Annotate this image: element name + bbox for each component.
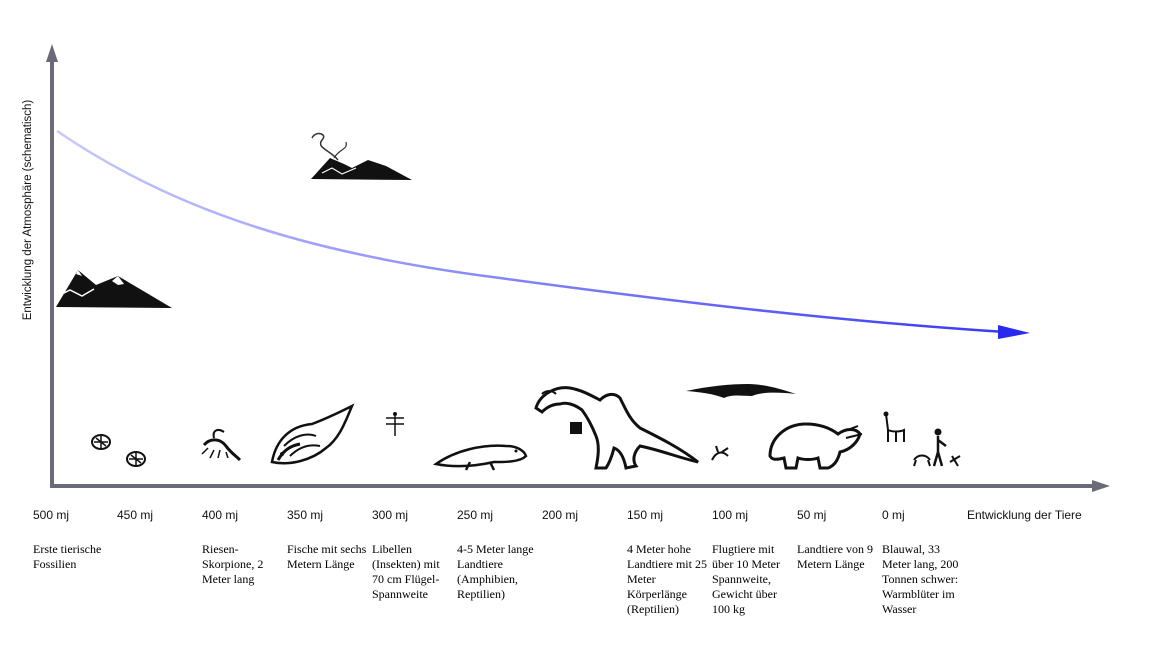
- tick-300: 300 mj: [372, 508, 409, 522]
- dragonfly-icon: [386, 412, 404, 436]
- desc-50: Landtiere von 9 Metern Länge: [797, 542, 873, 571]
- atmosphere-curve: [56, 129, 1030, 339]
- tick-250: 250 mj: [457, 508, 494, 522]
- llama-icon: [883, 411, 905, 442]
- tick-0: 0 mj: [882, 508, 905, 522]
- desc-350: Fische mit sechs Metern Länge: [287, 542, 367, 571]
- mountains-icon: [56, 270, 172, 308]
- small-reptile-icon: [711, 445, 729, 461]
- y-axis-label-text: Entwicklung der Atmosphäre (schematisch): [22, 99, 34, 321]
- dinosaur-icon: [534, 386, 699, 470]
- triceratops-icon: [768, 422, 863, 470]
- scorpion-icon: [201, 429, 242, 462]
- x-axis-label: Entwicklung der Tiere: [967, 508, 1082, 522]
- tick-50: 50 mj: [797, 508, 827, 522]
- tick-100: 100 mj: [712, 508, 749, 522]
- desc-500: Erste tierische Fossilien: [33, 542, 102, 571]
- curve-arrowhead-icon: [998, 325, 1030, 339]
- fish-icon: [270, 403, 355, 465]
- desc-150: 4 Meter hohe Landtiere mit 25 Meter Körp…: [627, 542, 707, 616]
- x-axis: [50, 480, 1110, 492]
- pterosaur-icon: [686, 384, 796, 398]
- desc-400: Riesen-Skorpione, 2 Meter lang: [202, 542, 264, 586]
- y-axis: [46, 44, 58, 487]
- human-icon: [913, 428, 961, 467]
- volcano-icon: [311, 132, 412, 180]
- desc-0: Blauwal, 33 Meter lang, 200 Tonnen schwe…: [882, 542, 959, 616]
- tick-500: 500 mj: [33, 508, 70, 522]
- desc-250: 4-5 Meter lange Landtiere (Amphibien, Re…: [457, 542, 534, 601]
- amphibian-icon: [432, 444, 528, 471]
- tick-150: 150 mj: [627, 508, 664, 522]
- tick-200: 200 mj: [542, 508, 579, 522]
- desc-100: Flugtiere mit über 10 Meter Spannweite, …: [712, 542, 780, 616]
- tick-350: 350 mj: [287, 508, 324, 522]
- desc-300: Libellen (Insekten) mit 70 cm Flügel-Spa…: [372, 542, 440, 601]
- tick-450: 450 mj: [117, 508, 154, 522]
- fossil-icon: [91, 434, 146, 467]
- tick-400: 400 mj: [202, 508, 239, 522]
